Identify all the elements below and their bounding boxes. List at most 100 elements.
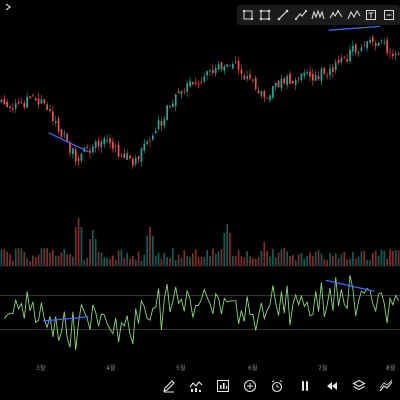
volume-bar — [14, 248, 17, 266]
layers-icon[interactable] — [350, 377, 368, 395]
candle-body — [140, 148, 143, 162]
rectangle-select-icon[interactable] — [240, 7, 256, 23]
candle-body — [77, 158, 80, 161]
indicator-icon[interactable] — [187, 377, 205, 395]
volume-bar — [152, 236, 154, 266]
crop-icon[interactable] — [257, 7, 273, 23]
volume-bar — [52, 249, 54, 266]
volume-bar — [74, 227, 77, 266]
more-icon[interactable] — [381, 7, 397, 23]
rewind-icon[interactable] — [323, 377, 341, 395]
candle-body — [306, 71, 308, 73]
volume-bar — [334, 253, 337, 266]
volume-bar — [309, 252, 311, 266]
volume-bar — [154, 255, 157, 266]
candle-body — [32, 95, 34, 97]
volume-bar — [26, 258, 28, 266]
candle-body — [46, 104, 48, 110]
volume-bar — [77, 218, 80, 266]
price-pane[interactable] — [0, 34, 400, 169]
volume-bar — [12, 260, 14, 266]
candle-body — [217, 64, 220, 70]
volume-bar — [183, 250, 186, 266]
pencil-icon[interactable] — [160, 377, 178, 395]
trendlines-layer[interactable] — [42, 25, 381, 322]
candle-body — [109, 138, 111, 144]
candle-body — [329, 68, 331, 76]
volume-bar — [343, 251, 346, 266]
candle-body — [243, 75, 246, 80]
candle-body — [209, 70, 211, 72]
candle-body — [277, 80, 280, 87]
volume-bar — [117, 250, 120, 266]
drawing-tools-icon[interactable] — [377, 377, 395, 395]
oscillator-pane[interactable] — [0, 265, 400, 351]
volume-bar — [89, 239, 91, 266]
chart-style-icon[interactable] — [214, 377, 232, 395]
candle-body — [177, 91, 180, 94]
pattern-icon[interactable] — [310, 7, 326, 23]
wave-icon[interactable] — [328, 7, 344, 23]
candle-body — [143, 143, 146, 151]
candle-body — [286, 76, 288, 86]
volume-bar — [43, 248, 46, 266]
text-box-icon[interactable] — [363, 7, 379, 23]
candle-body — [386, 39, 388, 54]
volume-bar — [232, 255, 234, 266]
volume-bar — [306, 255, 308, 266]
candle-body — [9, 106, 11, 108]
candle-body — [49, 108, 51, 111]
volume-bar — [246, 251, 248, 266]
candle-body — [89, 150, 91, 153]
path-icon[interactable] — [293, 7, 309, 23]
volume-bar — [186, 256, 188, 266]
volume-bar — [254, 258, 257, 266]
volume-bar — [292, 255, 294, 266]
candle-body — [0, 99, 3, 103]
volume-bar — [140, 261, 143, 266]
candle-body — [92, 146, 94, 153]
pause-icon[interactable] — [296, 377, 314, 395]
add-icon[interactable] — [241, 377, 259, 395]
volume-bar — [266, 251, 268, 266]
volume-bar — [214, 253, 217, 266]
candle-body — [57, 118, 60, 132]
candle-body — [352, 45, 354, 52]
alarm-clock-icon[interactable] — [268, 377, 286, 395]
volume-bar — [389, 249, 391, 266]
volume-bar — [143, 254, 146, 266]
volume-bar — [297, 254, 300, 266]
volume-bar — [129, 258, 131, 266]
candle-body — [146, 141, 148, 144]
volume-bar — [372, 252, 374, 266]
volume-bar — [86, 257, 88, 266]
candle-body — [380, 40, 383, 42]
candle-body — [60, 129, 63, 137]
volume-bar — [6, 251, 8, 266]
trendline — [48, 132, 89, 153]
chevron-right-icon[interactable] — [5, 3, 11, 11]
candle-body — [129, 155, 131, 159]
volume-bar — [40, 248, 43, 266]
volume-bar — [37, 254, 40, 266]
candle-body — [200, 81, 203, 83]
volume-bar — [20, 248, 23, 266]
candle-body — [169, 106, 171, 107]
volume-bar — [277, 252, 280, 266]
volume-bar — [137, 251, 140, 266]
volume-bar — [369, 259, 371, 266]
volume-bar — [280, 249, 283, 266]
candle-body — [137, 155, 140, 160]
candle-body — [229, 65, 231, 67]
volume-bar — [203, 257, 206, 266]
candle-body — [317, 76, 320, 80]
bottom-toolbar — [155, 376, 400, 396]
candle-body — [309, 71, 311, 77]
trendline-icon[interactable] — [275, 7, 291, 23]
candle-body — [152, 135, 154, 140]
candle-body — [157, 120, 160, 130]
zigzag-icon[interactable] — [346, 7, 362, 23]
volume-bar — [366, 259, 368, 266]
volume-bar — [149, 227, 151, 266]
